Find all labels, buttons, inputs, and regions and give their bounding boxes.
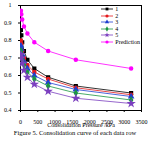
svg-text:1: 1 [9,2,12,8]
html-text:5: 5 [115,32,119,38]
html-text:3: 3 [115,19,119,25]
svg-text:0: 0 [19,119,22,125]
svg-text:0.9: 0.9 [4,20,12,26]
svg-text:3000: 3000 [118,119,130,125]
svg-text:3500: 3500 [136,119,148,125]
html-text:Figure 5. Consolidation curve: Figure 5. Consolidation curve of each da… [13,129,137,136]
html-text:2: 2 [115,12,119,19]
svg-text:0.6: 0.6 [4,72,12,78]
html-text:4: 4 [115,25,119,32]
html-text:1: 1 [115,6,119,12]
svg-text:500: 500 [33,119,42,125]
svg-text:0.5: 0.5 [4,90,12,96]
svg-text:0.7: 0.7 [4,55,12,61]
svg-text:Consolidation Pressure /kPa: Consolidation Pressure /kPa [47,122,115,128]
html-text:Prediction: Prediction [115,38,140,45]
svg-text:0.8: 0.8 [4,37,12,43]
svg-text:0.4: 0.4 [4,107,12,113]
